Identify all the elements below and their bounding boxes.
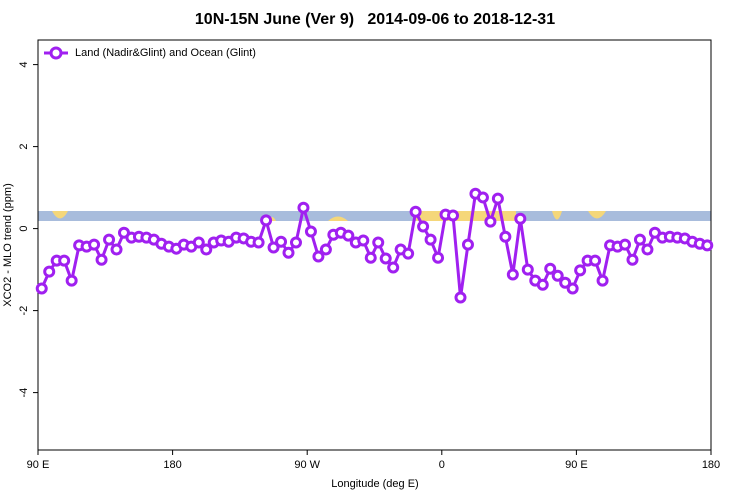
point xyxy=(95,253,108,266)
point xyxy=(559,276,572,289)
legend-label: Land (Nadir&Glint) and Ocean (Glint) xyxy=(75,47,256,59)
x-tick-label: 0 xyxy=(439,459,445,471)
point xyxy=(312,250,325,263)
point xyxy=(491,192,504,205)
point xyxy=(387,261,400,274)
point xyxy=(626,253,639,266)
point xyxy=(342,229,355,242)
point xyxy=(282,246,295,259)
point xyxy=(289,236,302,249)
point xyxy=(252,236,265,249)
legend-marker xyxy=(49,46,63,60)
point xyxy=(447,209,460,222)
band-patch xyxy=(52,211,68,219)
band xyxy=(38,211,711,221)
point xyxy=(499,230,512,243)
chart-title: 10N-15N June (Ver 9) 2014-09-06 to 2018-… xyxy=(195,11,555,28)
band-patch xyxy=(416,211,516,221)
point xyxy=(589,254,602,267)
point xyxy=(454,291,467,304)
point xyxy=(192,236,205,249)
point xyxy=(417,220,430,233)
point xyxy=(461,238,474,251)
point xyxy=(633,233,646,246)
x-tick-label: 90 E xyxy=(27,459,50,471)
band-patch xyxy=(588,211,606,219)
band-patch xyxy=(328,216,348,221)
point xyxy=(379,252,392,265)
y-tick-label: 0 xyxy=(18,226,30,232)
x-tick-label: 180 xyxy=(702,459,720,471)
point xyxy=(372,236,385,249)
x-tick-label: 180 xyxy=(163,459,181,471)
x-tick-label: 90 E xyxy=(565,459,588,471)
point xyxy=(506,268,519,281)
point xyxy=(514,212,527,225)
x-tick-label: 90 W xyxy=(294,459,320,471)
point xyxy=(536,278,549,291)
point xyxy=(304,225,317,238)
point xyxy=(35,282,48,295)
point xyxy=(103,233,116,246)
point xyxy=(88,238,101,251)
point xyxy=(110,243,123,256)
band-patch xyxy=(552,211,562,220)
point xyxy=(544,262,557,275)
point xyxy=(297,201,310,214)
point xyxy=(476,191,489,204)
legend: Land (Nadir&Glint) and Ocean (Glint) xyxy=(44,46,256,60)
point xyxy=(701,239,714,252)
point xyxy=(641,243,654,256)
y-tick-label: -2 xyxy=(18,306,30,316)
point xyxy=(402,247,415,260)
point xyxy=(65,274,78,287)
point xyxy=(424,233,437,246)
point xyxy=(319,243,332,256)
point xyxy=(260,214,273,227)
point xyxy=(484,215,497,228)
point xyxy=(58,254,71,267)
point xyxy=(551,269,564,282)
point xyxy=(267,241,280,254)
point xyxy=(432,251,445,264)
point xyxy=(357,234,370,247)
point xyxy=(364,251,377,264)
point xyxy=(521,263,534,276)
point xyxy=(275,235,288,248)
point xyxy=(409,205,422,218)
x-axis-label: Longitude (deg E) xyxy=(331,478,418,490)
mask-band xyxy=(38,211,711,221)
y-tick-label: -4 xyxy=(18,388,30,398)
point xyxy=(574,264,587,277)
point xyxy=(200,243,213,256)
y-tick-label: 2 xyxy=(18,144,30,150)
y-axis-label: XCO2 - MLO trend (ppm) xyxy=(2,183,14,306)
point xyxy=(43,265,56,278)
point xyxy=(566,282,579,295)
point xyxy=(596,274,609,287)
y-tick-label: 4 xyxy=(18,62,30,68)
point xyxy=(619,238,632,251)
